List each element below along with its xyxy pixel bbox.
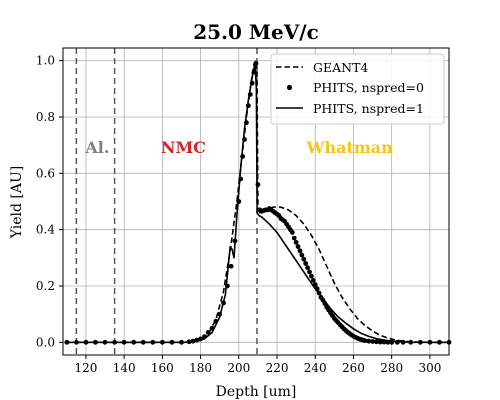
layer-boundaries bbox=[75, 48, 258, 355]
x-tick-label: 160 bbox=[151, 361, 174, 375]
series-phits0-point bbox=[228, 263, 234, 269]
x-tick-label: 240 bbox=[304, 361, 327, 375]
chart-title: 25.0 MeV/c bbox=[193, 20, 319, 44]
region-label: Al. bbox=[84, 138, 109, 157]
series-phits0-point bbox=[373, 339, 379, 345]
x-tick-label: 200 bbox=[227, 361, 250, 375]
series-phits0-point bbox=[309, 273, 314, 279]
x-tick-label: 220 bbox=[266, 361, 289, 375]
legend-box bbox=[270, 53, 445, 125]
series-phits0-point bbox=[297, 248, 303, 254]
y-ticks: 0.0 0.2 0.4 0.6 0.8 1.0 bbox=[36, 54, 63, 349]
x-tick-label: 280 bbox=[380, 361, 403, 375]
series-phits0-point bbox=[303, 261, 309, 266]
series-phits0-point bbox=[293, 239, 299, 245]
y-tick-label: 1.0 bbox=[36, 54, 55, 68]
series-phits1-line bbox=[66, 62, 449, 344]
legend-phits0-swatch bbox=[286, 84, 293, 91]
series-phits0-point bbox=[310, 277, 316, 283]
series-phits0-point bbox=[370, 339, 375, 344]
series-phits0-point bbox=[291, 235, 297, 241]
series-phits0-point bbox=[305, 265, 310, 271]
x-ticks: 120 140 160 180 200 220 240 260 280 300 bbox=[74, 355, 441, 375]
plot-frame bbox=[62, 47, 450, 356]
legend-geant4-label: GEANT4 bbox=[313, 60, 368, 75]
legend-phits1-label: PHITS, nspred=1 bbox=[313, 101, 424, 116]
y-tick-label: 0.2 bbox=[36, 279, 55, 293]
x-tick-label: 120 bbox=[74, 361, 97, 375]
x-tick-label: 140 bbox=[113, 361, 136, 375]
y-tick-label: 0.6 bbox=[36, 166, 55, 180]
region-labels: Al. NMC Whatman bbox=[84, 138, 393, 157]
series-phits0-point bbox=[366, 338, 372, 344]
series-phits0-point bbox=[362, 338, 368, 344]
x-tick-label: 180 bbox=[189, 361, 212, 375]
series-phits0-point bbox=[289, 230, 295, 235]
y-tick-label: 0.0 bbox=[36, 335, 55, 349]
series-phits0-point bbox=[307, 269, 312, 275]
x-axis-label: Depth [um] bbox=[216, 384, 297, 400]
series-layer bbox=[64, 59, 452, 345]
legend-phits0-label: PHITS, nspred=0 bbox=[313, 80, 424, 95]
region-label: NMC bbox=[161, 138, 206, 157]
series-phits0-point bbox=[295, 244, 301, 249]
y-axis-label: Yield [AU] bbox=[9, 166, 25, 239]
y-tick-label: 0.8 bbox=[36, 110, 55, 124]
series-phits0-point bbox=[377, 339, 383, 345]
region-label: Whatman bbox=[305, 138, 393, 157]
legend: GEANT4 PHITS, nspred=0 PHITS, nspred=1 bbox=[270, 53, 445, 125]
x-tick-label: 260 bbox=[342, 361, 365, 375]
y-tick-label: 0.4 bbox=[36, 223, 55, 237]
x-tick-label: 300 bbox=[418, 361, 441, 375]
series-phits0-point bbox=[299, 252, 305, 258]
series-phits0-point bbox=[301, 256, 307, 262]
